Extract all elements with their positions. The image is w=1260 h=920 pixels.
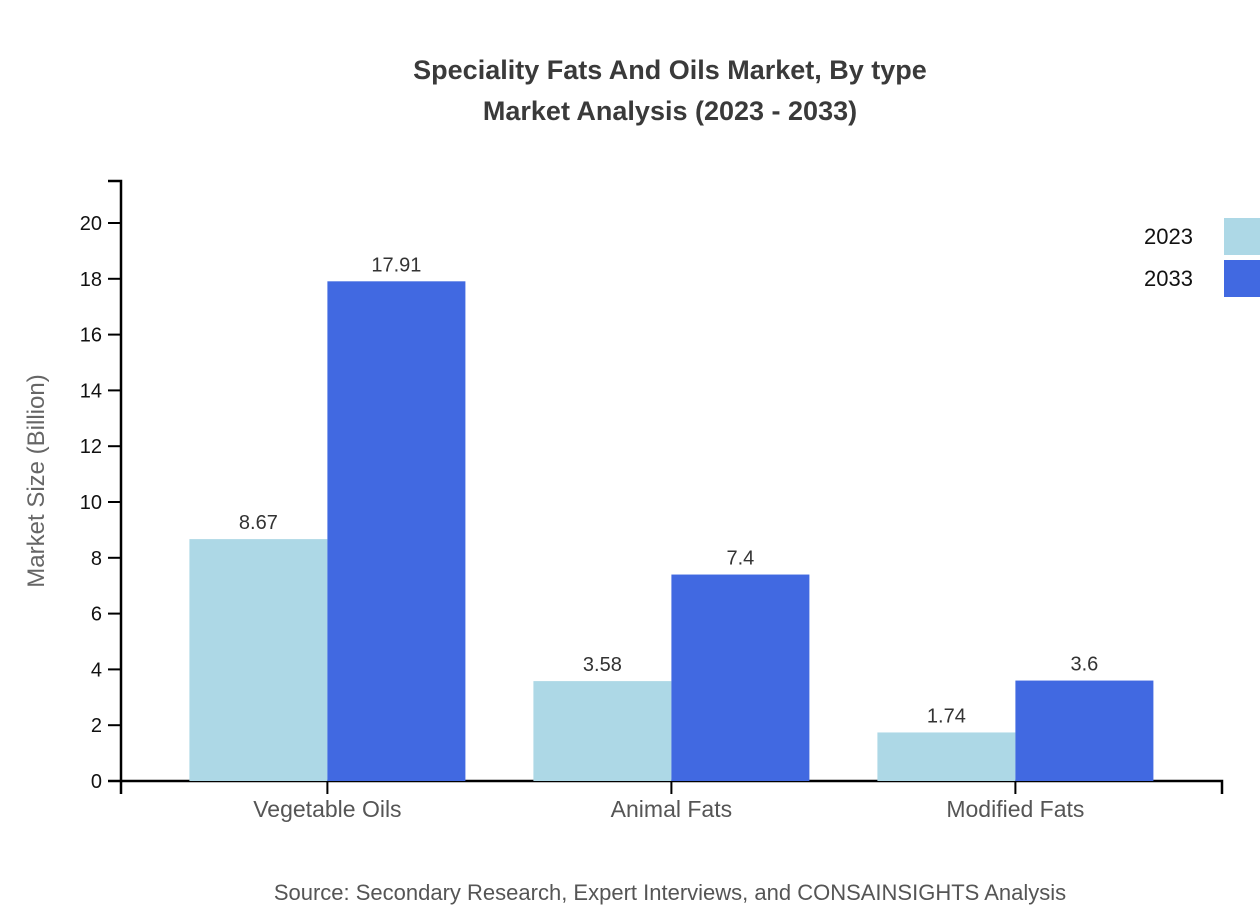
y-axis-tick-label: 8 bbox=[91, 548, 102, 570]
bar-value-label: 7.4 bbox=[726, 548, 754, 570]
bar-2033-modified-fats bbox=[1015, 680, 1154, 781]
bar-2023-animal-fats bbox=[533, 681, 672, 781]
bar-2033-vegetable-oils bbox=[327, 281, 466, 781]
y-axis-tick-label: 20 bbox=[80, 213, 102, 235]
y-axis-tick-label: 12 bbox=[80, 436, 102, 458]
y-axis-tick-label: 0 bbox=[91, 771, 102, 793]
y-axis-tick-label: 2 bbox=[91, 715, 102, 737]
y-axis-tick-label: 4 bbox=[91, 659, 102, 681]
bar-value-label: 3.6 bbox=[1070, 654, 1098, 676]
legend-label-2023: 2023 bbox=[1144, 223, 1193, 249]
bar-2023-vegetable-oils bbox=[189, 539, 328, 781]
legend-item-2033: 2033 bbox=[1144, 260, 1260, 297]
legend-item-2023: 2023 bbox=[1144, 218, 1260, 255]
bar-value-label: 8.67 bbox=[239, 512, 278, 534]
y-axis-tick-label: 10 bbox=[80, 492, 102, 514]
y-axis-tick-label: 18 bbox=[80, 269, 102, 291]
chart-title: Speciality Fats And Oils Market, By type… bbox=[80, 50, 1260, 132]
chart-title-line2: Market Analysis (2023 - 2033) bbox=[482, 96, 858, 126]
x-axis-category-label-animal-fats: Animal Fats bbox=[611, 796, 732, 822]
legend-swatch-2033-icon bbox=[1224, 260, 1260, 297]
y-axis-line bbox=[108, 179, 123, 783]
bar-2023-modified-fats bbox=[877, 732, 1016, 781]
legend: 2023 2033 bbox=[1144, 218, 1260, 297]
legend-swatch-2023-icon bbox=[1224, 218, 1260, 255]
source-attribution: Source: Secondary Research, Expert Inter… bbox=[273, 880, 1067, 905]
bar-value-label: 17.91 bbox=[371, 254, 421, 276]
chart-title-line1: Speciality Fats And Oils Market, By type bbox=[413, 55, 927, 85]
bar-value-label: 1.74 bbox=[927, 705, 966, 727]
x-axis-category-label-vegetable-oils: Vegetable Oils bbox=[253, 796, 401, 822]
x-axis-category-label-modified-fats: Modified Fats bbox=[946, 796, 1084, 822]
bar-2033-animal-fats bbox=[671, 574, 810, 781]
y-axis-tick-label: 16 bbox=[80, 325, 102, 347]
legend-label-2033: 2033 bbox=[1144, 265, 1193, 291]
y-axis-tick-label: 14 bbox=[80, 380, 102, 402]
bar-value-label: 3.58 bbox=[583, 654, 622, 676]
y-axis-tick-label: 6 bbox=[91, 604, 102, 626]
